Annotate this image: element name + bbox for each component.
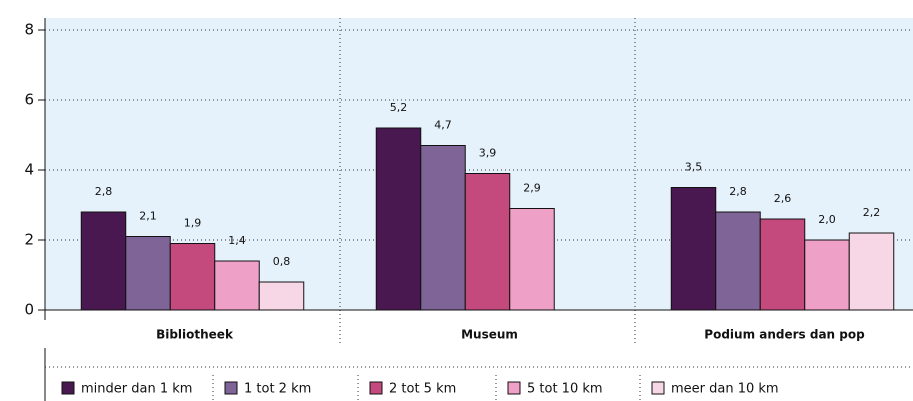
y-tick-label: 6 bbox=[24, 91, 34, 109]
bar bbox=[258, 281, 305, 311]
value-label: 0,8 bbox=[273, 255, 291, 268]
legend-swatch bbox=[61, 381, 75, 395]
bar bbox=[715, 211, 761, 311]
value-label: 2,1 bbox=[139, 210, 157, 223]
bar bbox=[214, 260, 260, 311]
value-label: 1,4 bbox=[228, 234, 246, 247]
bar bbox=[670, 187, 717, 311]
bar bbox=[375, 127, 422, 311]
value-label: 5,2 bbox=[390, 101, 408, 114]
value-label: 4,7 bbox=[434, 119, 452, 132]
value-label: 2,2 bbox=[863, 206, 881, 219]
legend-label: meer dan 10 km bbox=[671, 382, 779, 397]
bar bbox=[80, 211, 127, 311]
legend-swatch bbox=[651, 381, 665, 395]
legend-label: 2 tot 5 km bbox=[389, 382, 456, 397]
y-tick-label: 4 bbox=[24, 161, 34, 179]
x-tick-label: Bibliotheek bbox=[156, 328, 234, 342]
bar bbox=[804, 239, 850, 311]
bar bbox=[420, 145, 466, 311]
value-label: 2,0 bbox=[818, 213, 836, 226]
x-tick-label: Museum bbox=[461, 328, 518, 342]
value-label: 1,9 bbox=[184, 217, 202, 230]
bar bbox=[125, 236, 171, 311]
x-tick-label: Podium anders dan pop bbox=[704, 328, 865, 342]
value-label: 2,6 bbox=[774, 192, 792, 205]
bar bbox=[759, 218, 806, 311]
value-label: 2,8 bbox=[95, 185, 113, 198]
bar bbox=[169, 243, 216, 311]
bar bbox=[464, 173, 511, 311]
legend-label: 1 tot 2 km bbox=[244, 382, 311, 397]
y-tick-label: 8 bbox=[24, 21, 34, 39]
y-tick-label: 2 bbox=[24, 231, 34, 249]
value-label: 3,5 bbox=[685, 161, 703, 174]
legend-swatch bbox=[507, 381, 521, 395]
legend-swatch bbox=[369, 381, 383, 395]
value-label: 2,9 bbox=[523, 182, 541, 195]
bar bbox=[509, 208, 555, 311]
value-label: 2,8 bbox=[729, 185, 747, 198]
legend-label: minder dan 1 km bbox=[81, 382, 192, 397]
bar bbox=[848, 232, 895, 311]
legend-label: 5 tot 10 km bbox=[527, 382, 603, 397]
value-label: 3,9 bbox=[479, 147, 497, 160]
legend-swatch bbox=[224, 381, 238, 395]
y-tick-label: 0 bbox=[24, 301, 34, 319]
